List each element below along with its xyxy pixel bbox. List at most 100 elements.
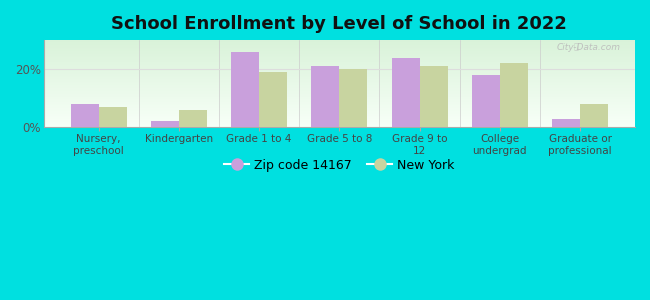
Bar: [44, 44, 635, 45]
Bar: [311, 66, 339, 127]
Bar: [44, 73, 635, 74]
Bar: [44, 122, 635, 123]
Bar: [339, 69, 367, 127]
Bar: [44, 53, 635, 54]
Bar: [44, 125, 635, 126]
Bar: [44, 97, 635, 98]
Bar: [391, 58, 420, 127]
Bar: [44, 117, 635, 118]
Bar: [44, 83, 635, 84]
Bar: [500, 63, 528, 127]
Bar: [44, 67, 635, 68]
Title: School Enrollment by Level of School in 2022: School Enrollment by Level of School in …: [111, 15, 567, 33]
Bar: [44, 50, 635, 51]
Bar: [44, 96, 635, 97]
Bar: [44, 41, 635, 42]
Bar: [44, 72, 635, 73]
Bar: [44, 66, 635, 67]
Bar: [44, 75, 635, 76]
Bar: [44, 99, 635, 100]
Bar: [472, 75, 500, 127]
Bar: [44, 69, 635, 70]
Bar: [44, 124, 635, 125]
Bar: [44, 79, 635, 80]
Bar: [44, 68, 635, 69]
Bar: [44, 84, 635, 85]
Bar: [44, 104, 635, 105]
Bar: [44, 113, 635, 114]
Bar: [179, 110, 207, 127]
Bar: [99, 107, 127, 127]
Bar: [44, 78, 635, 79]
Bar: [44, 46, 635, 47]
Bar: [44, 51, 635, 52]
Bar: [44, 77, 635, 78]
Bar: [44, 71, 635, 72]
Bar: [44, 64, 635, 65]
Bar: [44, 42, 635, 43]
Bar: [44, 103, 635, 104]
Bar: [44, 57, 635, 58]
Bar: [44, 74, 635, 75]
Bar: [44, 112, 635, 113]
Bar: [44, 105, 635, 106]
Text: City-Data.com: City-Data.com: [556, 43, 620, 52]
Bar: [44, 118, 635, 119]
Bar: [44, 92, 635, 93]
Bar: [44, 111, 635, 112]
Bar: [44, 114, 635, 115]
Bar: [44, 108, 635, 109]
Bar: [44, 70, 635, 71]
Bar: [44, 82, 635, 83]
Bar: [44, 98, 635, 99]
Bar: [44, 56, 635, 57]
Bar: [44, 81, 635, 82]
Bar: [44, 95, 635, 96]
Bar: [44, 94, 635, 95]
Bar: [44, 106, 635, 107]
Bar: [552, 118, 580, 127]
Bar: [44, 100, 635, 101]
Bar: [151, 122, 179, 127]
Bar: [44, 115, 635, 116]
Bar: [44, 58, 635, 59]
Bar: [44, 61, 635, 62]
Bar: [44, 121, 635, 122]
Bar: [259, 72, 287, 127]
Bar: [44, 49, 635, 50]
Bar: [44, 60, 635, 61]
Bar: [44, 54, 635, 55]
Bar: [44, 55, 635, 56]
Bar: [44, 123, 635, 124]
Bar: [44, 120, 635, 121]
Bar: [44, 110, 635, 111]
Bar: [44, 61, 635, 62]
Bar: [44, 90, 635, 91]
Bar: [44, 80, 635, 81]
Bar: [44, 62, 635, 63]
Bar: [420, 66, 448, 127]
Bar: [44, 65, 635, 66]
Bar: [44, 76, 635, 77]
Text: ⓘ: ⓘ: [574, 43, 579, 52]
Bar: [44, 102, 635, 103]
Bar: [44, 119, 635, 120]
Bar: [44, 45, 635, 46]
Bar: [44, 86, 635, 87]
Bar: [44, 89, 635, 90]
Bar: [44, 48, 635, 49]
Bar: [44, 87, 635, 88]
Bar: [44, 126, 635, 127]
Legend: Zip code 14167, New York: Zip code 14167, New York: [224, 159, 454, 172]
Bar: [44, 88, 635, 89]
Bar: [44, 107, 635, 108]
Bar: [44, 40, 635, 41]
Bar: [44, 93, 635, 94]
Bar: [44, 63, 635, 64]
Bar: [44, 59, 635, 60]
Bar: [44, 91, 635, 92]
Bar: [44, 47, 635, 48]
Bar: [580, 104, 608, 127]
Bar: [44, 101, 635, 102]
Bar: [44, 52, 635, 53]
